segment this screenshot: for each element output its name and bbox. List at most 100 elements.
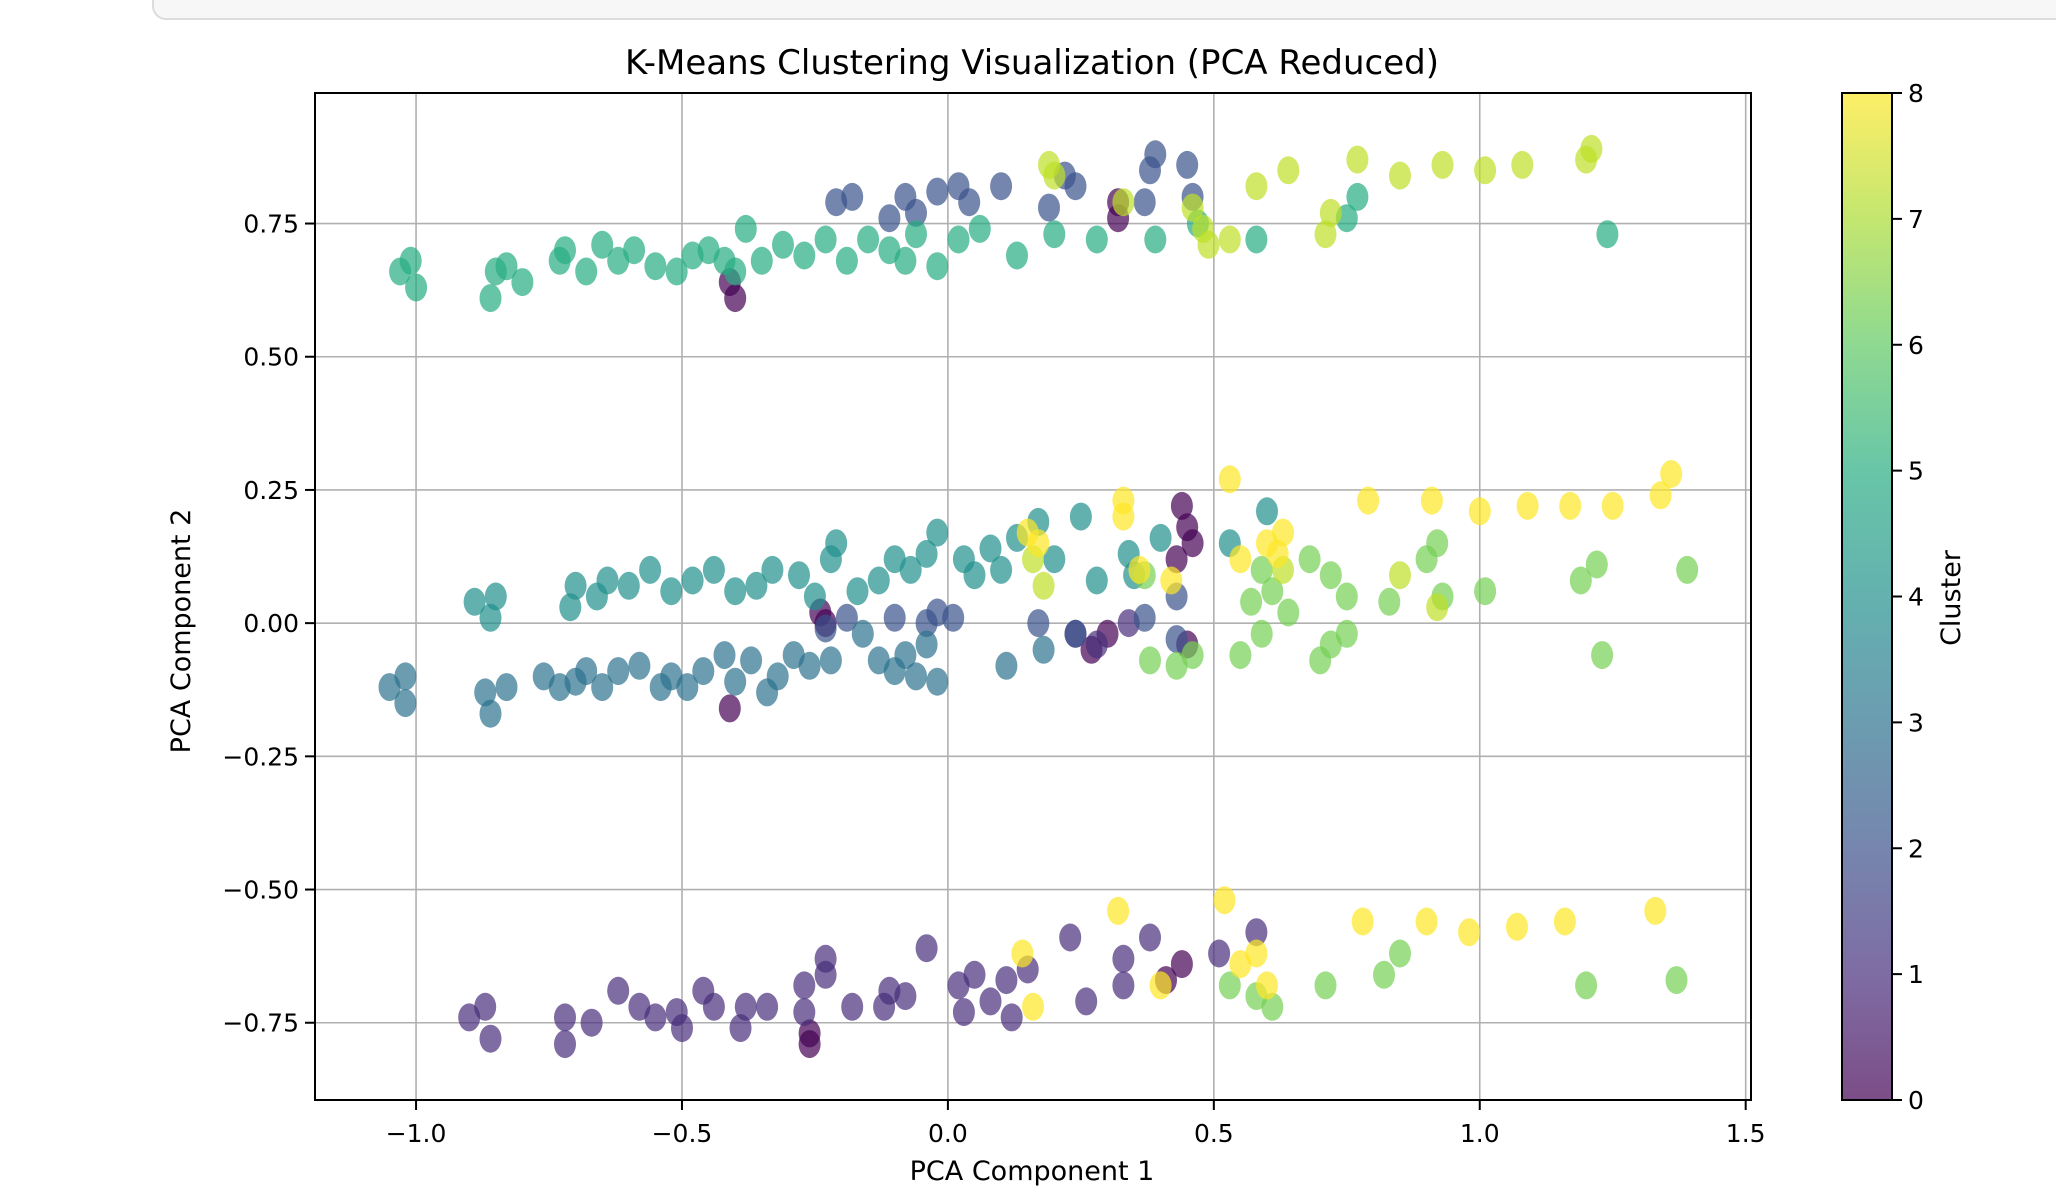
- data-point-cluster-3: [905, 662, 927, 691]
- data-point-cluster-4: [559, 593, 582, 622]
- data-point-cluster-2: [878, 204, 901, 233]
- data-point-cluster-4: [463, 587, 486, 616]
- data-point-cluster-0: [1181, 529, 1204, 558]
- data-point-cluster-1: [979, 987, 1002, 1016]
- data-point-cluster-7: [1580, 134, 1603, 163]
- data-point-cluster-1: [734, 992, 757, 1021]
- data-point-cluster-2: [814, 614, 837, 643]
- y-axis-ticks: −0.75 −0.50 −0.25 0.00 0.25 0.50 0.75: [222, 210, 315, 1038]
- data-point-cluster-4: [484, 582, 507, 611]
- data-point-cluster-2: [926, 177, 949, 206]
- data-point-cluster-5: [399, 246, 422, 275]
- y-tick-label: 0.00: [243, 609, 299, 638]
- data-point-cluster-2: [1176, 150, 1199, 179]
- data-point-cluster-8: [1272, 518, 1294, 547]
- data-point-cluster-7: [1218, 225, 1241, 254]
- data-point-cluster-6: [1426, 529, 1449, 558]
- data-point-cluster-5: [405, 273, 428, 302]
- data-point-cluster-3: [766, 662, 789, 691]
- data-point-cluster-8: [1256, 971, 1278, 1000]
- data-point-cluster-1: [644, 1003, 667, 1032]
- data-point-cluster-6: [1309, 646, 1332, 675]
- data-point-cluster-4: [702, 555, 725, 584]
- data-point-cluster-8: [1516, 491, 1539, 520]
- data-point-cluster-5: [926, 252, 949, 281]
- data-point-cluster-4: [1085, 566, 1108, 595]
- data-point-cluster-5: [591, 230, 614, 259]
- data-point-cluster-7: [1511, 150, 1534, 179]
- data-point-cluster-6: [1218, 971, 1241, 1000]
- x-tick-label: 1.0: [1460, 1119, 1500, 1148]
- data-point-cluster-1: [963, 960, 986, 989]
- data-point-cluster-4: [761, 555, 784, 584]
- data-point-cluster-5: [1006, 241, 1028, 270]
- data-point-cluster-7: [1319, 198, 1342, 227]
- data-point-cluster-4: [825, 529, 848, 558]
- y-tick-label: 0.50: [243, 343, 299, 372]
- data-point-cluster-7: [1346, 145, 1369, 174]
- data-point-cluster-6: [1585, 550, 1608, 579]
- grid-lines: [315, 93, 1751, 1100]
- y-tick-label: −0.25: [222, 742, 299, 771]
- data-point-cluster-1: [1112, 944, 1135, 973]
- data-point-cluster-6: [1373, 960, 1395, 989]
- data-point-cluster-8: [1229, 545, 1252, 574]
- data-point-cluster-2: [1165, 625, 1188, 654]
- data-point-cluster-6: [1665, 966, 1688, 995]
- data-point-cluster-6: [1378, 587, 1401, 616]
- data-point-cluster-5: [968, 214, 991, 243]
- data-point-cluster-5: [1346, 182, 1369, 211]
- data-point-cluster-2: [1133, 603, 1156, 632]
- data-point-cluster-8: [1027, 529, 1050, 558]
- data-point-cluster-6: [1298, 545, 1321, 574]
- data-point-cluster-3: [894, 641, 917, 670]
- data-point-cluster-1: [894, 982, 917, 1011]
- data-point-cluster-1: [607, 976, 630, 1005]
- y-tick-label: −0.75: [222, 1009, 299, 1038]
- data-point-cluster-8: [1245, 939, 1268, 968]
- x-tick-label: 0.0: [928, 1119, 968, 1148]
- data-point-cluster-1: [479, 1024, 502, 1053]
- data-point-cluster-5: [1144, 225, 1167, 254]
- data-point-cluster-8: [1357, 486, 1380, 515]
- data-point-cluster-5: [665, 257, 688, 286]
- data-point-cluster-6: [1261, 992, 1284, 1021]
- colorbar-tick-label: 6: [1908, 331, 1924, 360]
- data-point-cluster-7: [1197, 230, 1220, 259]
- colorbar-tick-label: 1: [1908, 960, 1924, 989]
- data-point-cluster-5: [734, 214, 757, 243]
- data-point-cluster-5: [793, 241, 816, 270]
- data-point-cluster-5: [511, 268, 534, 297]
- data-point-cluster-7: [1389, 561, 1411, 590]
- data-point-cluster-0: [1170, 491, 1193, 520]
- data-point-cluster-1: [580, 1008, 603, 1037]
- data-point-cluster-3: [692, 657, 715, 686]
- data-point-cluster-1: [474, 992, 497, 1021]
- data-point-cluster-1: [671, 1014, 693, 1043]
- data-point-cluster-1: [554, 1003, 576, 1032]
- data-point-cluster-8: [1022, 992, 1044, 1021]
- data-point-cluster-5: [1596, 220, 1619, 249]
- data-point-cluster-1: [1085, 630, 1108, 659]
- data-point-cluster-8: [1553, 907, 1576, 936]
- data-point-cluster-8: [1415, 907, 1438, 936]
- data-point-cluster-2: [835, 603, 858, 632]
- data-point-cluster-3: [495, 673, 518, 702]
- data-point-cluster-3: [607, 657, 630, 686]
- data-point-cluster-7: [1181, 193, 1204, 222]
- data-point-cluster-5: [1245, 225, 1268, 254]
- colorbar-tick-label: 0: [1908, 1086, 1924, 1115]
- chart-title: K-Means Clustering Visualization (PCA Re…: [625, 43, 1439, 83]
- data-point-cluster-3: [676, 673, 699, 702]
- data-point-cluster-4: [803, 582, 826, 611]
- data-point-cluster-8: [1601, 491, 1624, 520]
- data-point-cluster-4: [1069, 502, 1092, 531]
- colorbar-label: Cluster: [1936, 549, 1967, 646]
- data-point-cluster-6: [1335, 582, 1358, 611]
- data-point-cluster-5: [554, 236, 576, 265]
- data-point-cluster-5: [772, 230, 794, 259]
- data-point-cluster-6: [1139, 646, 1161, 675]
- data-point-cluster-2: [1038, 193, 1060, 222]
- data-point-cluster-4: [963, 561, 986, 590]
- data-point-cluster-7: [1426, 593, 1449, 622]
